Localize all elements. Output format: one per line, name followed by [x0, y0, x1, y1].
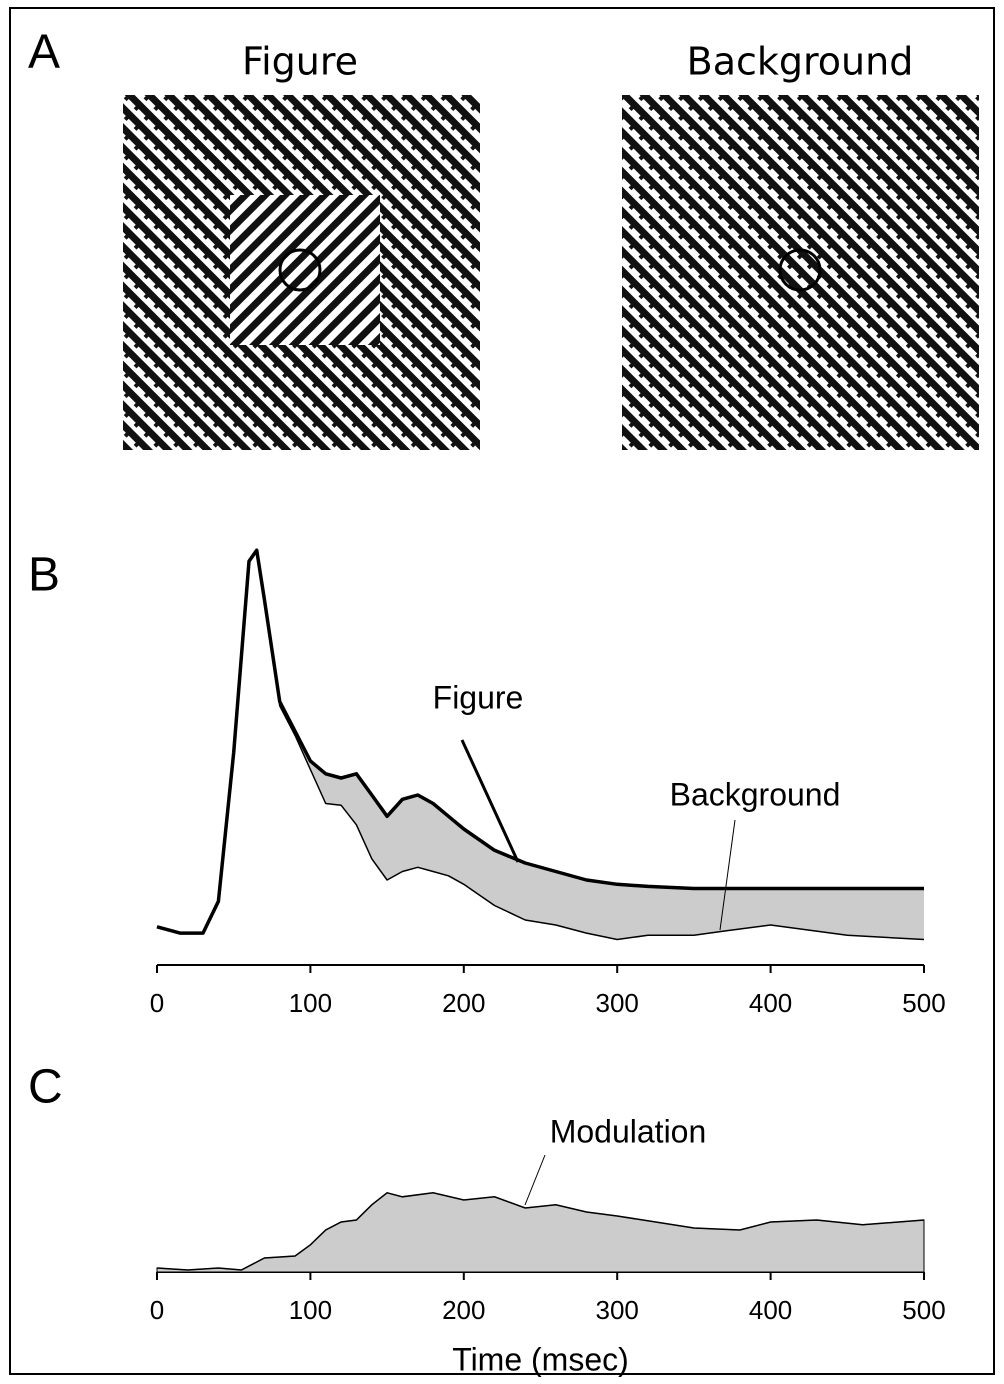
series-annotation: Background: [670, 776, 841, 812]
x-tick-label: 500: [902, 988, 945, 1018]
annotation-leader: [460, 739, 520, 863]
panel-label: B: [28, 549, 60, 602]
x-tick-label: 300: [596, 988, 639, 1018]
x-tick-label: 200: [442, 1295, 485, 1325]
series-line: [156, 548, 924, 935]
x-tick-label: 300: [596, 1295, 639, 1325]
panel-label: C: [28, 1061, 63, 1114]
annotation-leader: [524, 1154, 546, 1206]
figure-region: [230, 195, 380, 345]
panel-label: A: [28, 26, 60, 79]
area-fill: [156, 1192, 925, 1273]
x-axis-label: Time (msec): [452, 1341, 629, 1377]
x-tick-label: 200: [442, 988, 485, 1018]
x-tick-label: 400: [749, 988, 792, 1018]
x-tick-label: 100: [289, 988, 332, 1018]
frame: [9, 7, 995, 1375]
receptive-field: [778, 248, 822, 292]
area-line: [156, 1191, 925, 1271]
x-tick-label: 0: [150, 988, 164, 1018]
difference-fill: [157, 550, 924, 940]
texture-title: Background: [687, 40, 914, 84]
series-annotation: Figure: [433, 679, 524, 715]
x-tick-label: 0: [150, 1295, 164, 1325]
texture-title: Figure: [242, 40, 358, 84]
x-tick-label: 500: [902, 1295, 945, 1325]
annotation-leader: [719, 819, 736, 931]
texture: [622, 95, 979, 450]
series-annotation: Modulation: [550, 1113, 707, 1149]
x-tick-label: 400: [749, 1295, 792, 1325]
receptive-field: [278, 248, 322, 292]
x-tick-label: 100: [289, 1295, 332, 1325]
